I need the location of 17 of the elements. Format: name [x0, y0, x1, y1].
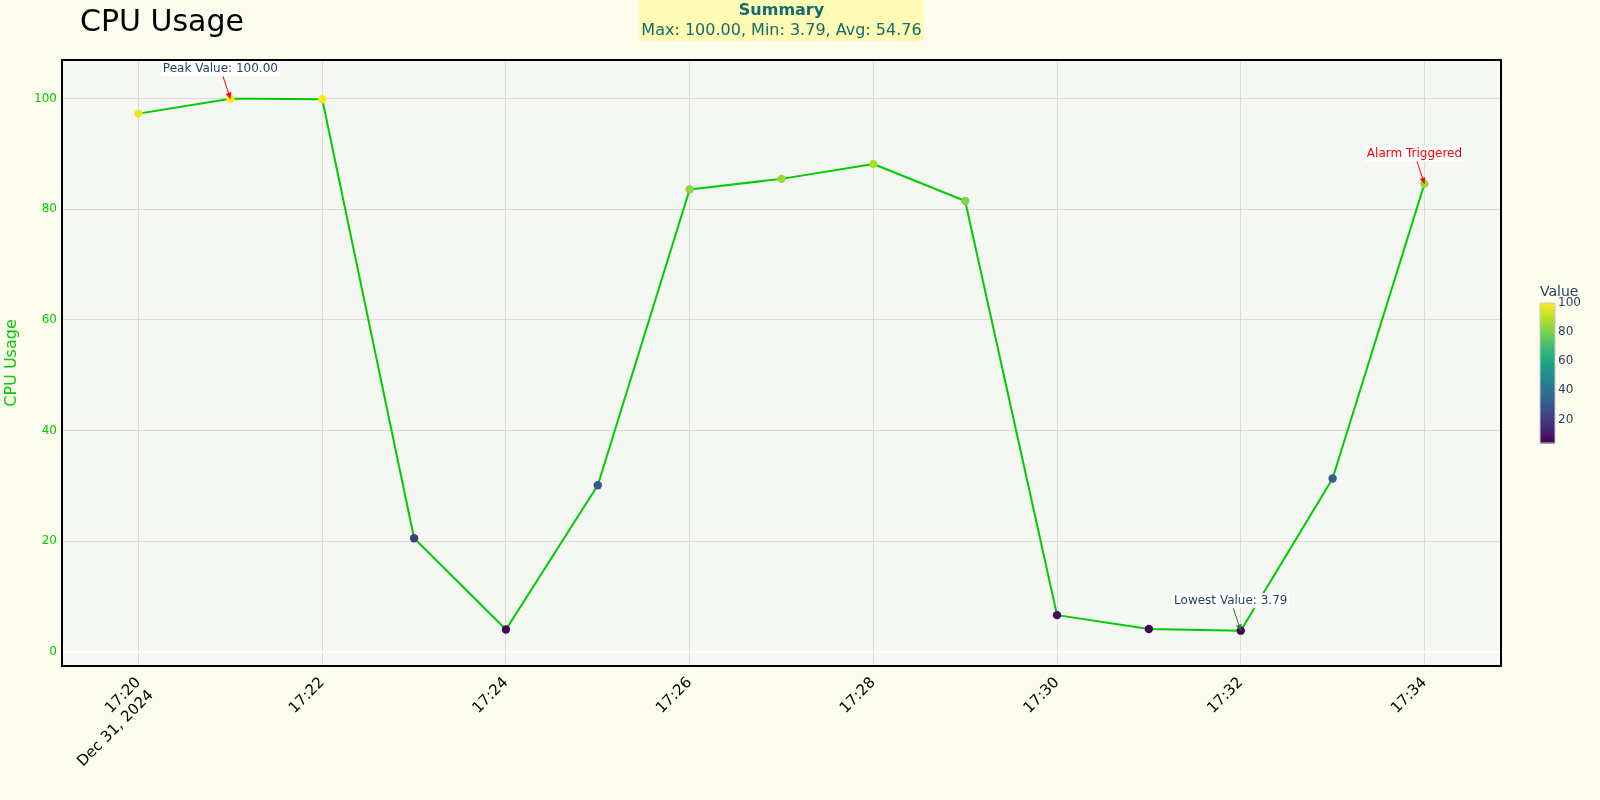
text: Summary — [738, 0, 825, 19]
color-bar-label: 20 — [1558, 411, 1574, 426]
y-tick-label: 60 — [41, 312, 57, 326]
annotation: Peak Value: 100.00 — [162, 60, 278, 75]
y-tick-label: 80 — [41, 201, 57, 216]
color-bar-label: 80 — [1558, 324, 1574, 339]
annotation: Alarm Triggered — [1366, 145, 1463, 160]
color-bar-label: 60 — [1558, 353, 1574, 368]
y-axis-title: CPU Usage — [0, 319, 20, 407]
text: Max: 100.00, Min: 3.79, Avg: 54.76 — [641, 20, 922, 39]
y-tick-label: 20 — [41, 533, 57, 548]
y-tick-label: 40 — [41, 422, 57, 437]
y-tick-label: 100 — [34, 90, 57, 105]
y-tick-label: 0 — [49, 643, 57, 658]
color-bar-label: 40 — [1558, 382, 1574, 397]
chart-title: CPU Usage — [80, 3, 245, 38]
annotation: Lowest Value: 3.79 — [1174, 592, 1288, 607]
